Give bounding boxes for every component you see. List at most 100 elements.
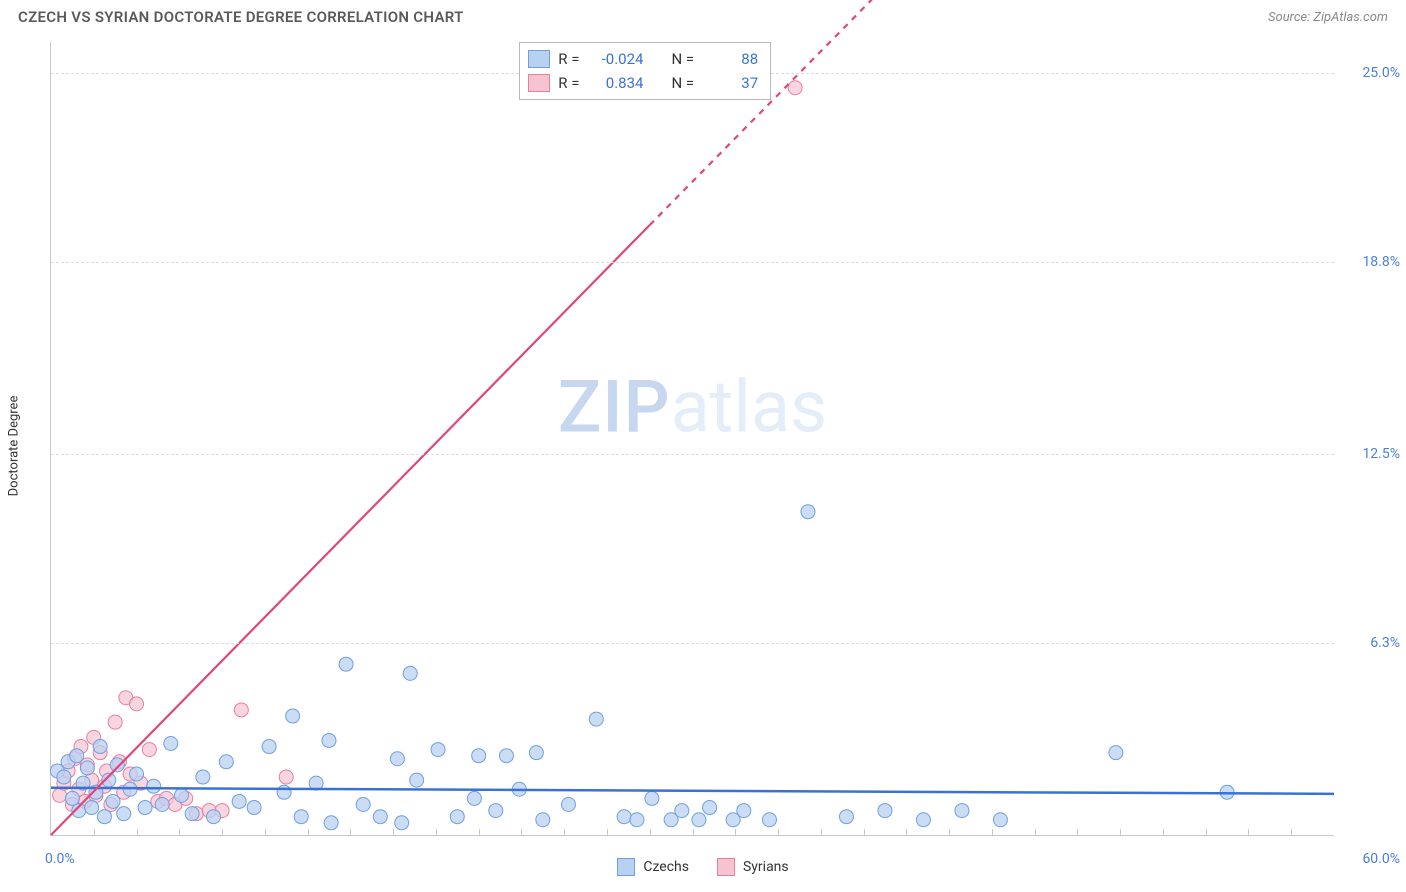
data-point-czechs: [617, 810, 631, 824]
stats-row: R =0.834N =37: [528, 71, 758, 95]
data-point-czechs: [390, 752, 404, 766]
data-point-czechs: [529, 746, 543, 760]
data-point-czechs: [324, 816, 338, 830]
gridline: [51, 643, 1334, 644]
data-point-czechs: [97, 810, 111, 824]
data-point-czechs: [294, 810, 308, 824]
x-tick: [436, 829, 437, 835]
stat-n-label: N =: [671, 71, 694, 95]
data-point-czechs: [431, 743, 445, 757]
x-tick: [1120, 829, 1121, 835]
data-point-czechs: [762, 813, 776, 827]
data-point-czechs: [472, 749, 486, 763]
data-point-czechs: [117, 807, 131, 821]
x-tick: [1291, 829, 1292, 835]
data-point-czechs: [450, 810, 464, 824]
data-point-czechs: [839, 810, 853, 824]
y-tick-label: 18.8%: [1342, 254, 1400, 270]
stats-swatch: [528, 50, 550, 68]
x-tick: [1206, 829, 1207, 835]
data-point-czechs: [196, 770, 210, 784]
data-point-czechs: [561, 798, 575, 812]
chart-title: CZECH VS SYRIAN DOCTORATE DEGREE CORRELA…: [18, 8, 464, 26]
data-point-czechs: [955, 804, 969, 818]
x-tick: [1035, 829, 1036, 835]
data-point-czechs: [589, 712, 603, 726]
data-point-czechs: [339, 657, 353, 671]
x-tick: [393, 829, 394, 835]
x-tick: [864, 829, 865, 835]
stat-n-value: 37: [702, 71, 758, 95]
x-tick: [735, 829, 736, 835]
trend-line: [650, 0, 1014, 225]
chart-plot-area: ZIPatlas 0.0% 60.0% 6.3%12.5%18.8%25.0%R…: [50, 42, 1334, 836]
header: CZECH VS SYRIAN DOCTORATE DEGREE CORRELA…: [0, 0, 1406, 30]
data-point-czechs: [536, 813, 550, 827]
legend-item-czechs: Czechs: [617, 858, 689, 876]
data-point-czechs: [57, 770, 71, 784]
stats-row: R =-0.024N =88: [528, 47, 758, 71]
x-tick: [222, 829, 223, 835]
gridline: [51, 454, 1334, 455]
legend: Czechs Syrians: [0, 858, 1406, 876]
data-point-syrians: [108, 715, 122, 729]
data-point-czechs: [322, 733, 336, 747]
x-tick: [350, 829, 351, 835]
y-tick-label: 12.5%: [1342, 446, 1400, 462]
legend-item-syrians: Syrians: [717, 858, 789, 876]
x-tick: [179, 829, 180, 835]
stat-r-label: R =: [558, 47, 579, 71]
stats-swatch: [528, 74, 550, 92]
chart-svg: [51, 42, 1334, 835]
x-tick: [1077, 829, 1078, 835]
x-tick: [94, 829, 95, 835]
data-point-czechs: [675, 804, 689, 818]
legend-swatch: [617, 858, 635, 876]
data-point-syrians: [130, 697, 144, 711]
y-axis-title: Doctorate Degree: [7, 396, 22, 497]
x-tick: [1248, 829, 1249, 835]
y-tick-label: 25.0%: [1342, 65, 1400, 81]
stat-r-value: -0.024: [587, 47, 643, 71]
data-point-czechs: [630, 813, 644, 827]
x-tick: [521, 829, 522, 835]
data-point-czechs: [916, 813, 930, 827]
data-point-czechs: [85, 801, 99, 815]
gridline: [51, 262, 1334, 263]
data-point-czechs: [356, 798, 370, 812]
x-tick: [137, 829, 138, 835]
data-point-czechs: [467, 791, 481, 805]
x-tick: [821, 829, 822, 835]
data-point-czechs: [232, 794, 246, 808]
data-point-czechs: [80, 761, 94, 775]
data-point-czechs: [164, 737, 178, 751]
x-tick: [265, 829, 266, 835]
x-tick: [992, 829, 993, 835]
data-point-czechs: [138, 801, 152, 815]
data-point-czechs: [147, 779, 161, 793]
trend-line: [51, 225, 650, 835]
data-point-czechs: [70, 749, 84, 763]
stat-n-label: N =: [671, 47, 694, 71]
data-point-czechs: [645, 791, 659, 805]
data-point-czechs: [993, 813, 1007, 827]
data-point-czechs: [801, 505, 815, 519]
source-label: Source: ZipAtlas.com: [1268, 10, 1388, 25]
x-tick: [607, 829, 608, 835]
legend-swatch: [717, 858, 735, 876]
data-point-syrians: [142, 743, 156, 757]
stats-box: R =-0.024N =88R =0.834N =37: [519, 42, 771, 100]
data-point-czechs: [185, 807, 199, 821]
data-point-czechs: [410, 773, 424, 787]
data-point-czechs: [130, 767, 144, 781]
data-point-syrians: [788, 81, 802, 95]
data-point-czechs: [373, 810, 387, 824]
stat-r-label: R =: [558, 71, 579, 95]
x-tick: [479, 829, 480, 835]
y-tick-label: 6.3%: [1342, 635, 1400, 651]
data-point-czechs: [155, 798, 169, 812]
x-tick: [906, 829, 907, 835]
data-point-czechs: [207, 810, 221, 824]
data-point-czechs: [219, 755, 233, 769]
data-point-czechs: [1109, 746, 1123, 760]
